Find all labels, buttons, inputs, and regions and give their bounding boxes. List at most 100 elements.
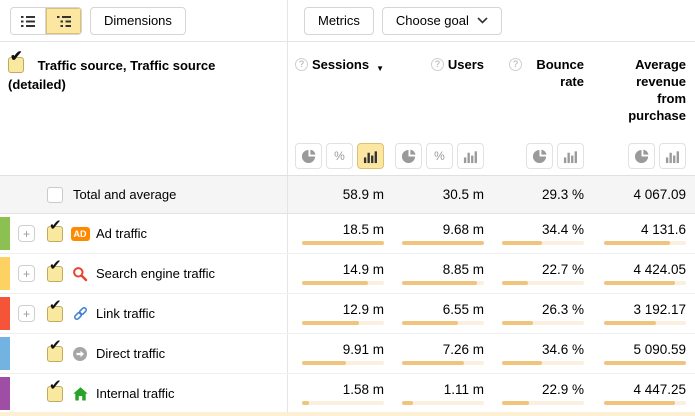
chevron-down-icon — [477, 17, 488, 24]
metric-bar — [302, 241, 384, 245]
pie-chart-icon — [634, 149, 649, 163]
checkmark-icon: ✔ — [49, 336, 62, 354]
bar-chart-icon — [563, 150, 577, 163]
total-label: Total and average — [73, 187, 177, 202]
table-row: ✔ Internal traffic 1.58 m 1.11 m 22.9 % … — [0, 374, 695, 412]
column-header-bounce-rate[interactable]: ? Bounce rate — [492, 56, 584, 90]
users-display-toggles: % — [392, 143, 484, 169]
table-row: + ✔ Search engine traffic 14.9 m 8.85 m … — [0, 254, 695, 294]
percent-toggle[interactable]: % — [326, 143, 353, 169]
row-color-stripe — [0, 377, 10, 410]
metrics-button[interactable]: Metrics — [304, 6, 374, 35]
column-label: Sessions — [311, 57, 370, 72]
bar-chart-toggle[interactable] — [659, 143, 686, 169]
home-icon — [71, 386, 89, 402]
metric-value: 30.5 m — [442, 187, 484, 202]
row-checkbox[interactable]: ✔ — [47, 337, 63, 362]
metric-bar — [502, 281, 584, 285]
pie-chart-toggle[interactable] — [395, 143, 422, 169]
total-checkbox[interactable] — [47, 186, 63, 203]
metric-bar — [302, 321, 384, 325]
column-header-users[interactable]: ? Users — [392, 56, 484, 73]
help-icon[interactable]: ? — [430, 58, 444, 71]
metric-bar — [502, 361, 584, 365]
row-color-stripe — [0, 217, 10, 250]
metric-value: 22.9 % — [541, 382, 584, 397]
plus-icon: + — [22, 306, 30, 321]
pie-chart-icon — [301, 149, 316, 163]
choose-goal-label: Choose goal — [395, 13, 469, 28]
pie-chart-toggle[interactable] — [628, 143, 655, 169]
metric-value: 4 067.09 — [633, 187, 686, 202]
direct-arrow-icon — [71, 346, 89, 362]
total-row: Total and average 58.9 m 30.5 m 29.3 % 4… — [0, 176, 695, 214]
metric-bar — [302, 281, 384, 285]
metric-bar — [502, 321, 584, 325]
bar-chart-toggle[interactable] — [557, 143, 584, 169]
metric-value: 14.9 m — [342, 262, 384, 277]
column-header-sessions[interactable]: ? Sessions ▼ — [288, 56, 384, 77]
link-icon — [71, 306, 89, 322]
pie-chart-icon — [532, 149, 547, 163]
percent-toggle[interactable]: % — [426, 143, 453, 169]
expand-button[interactable]: + — [18, 305, 35, 322]
row-checkbox[interactable]: ✔ — [47, 257, 63, 282]
metric-value: 22.7 % — [541, 262, 584, 277]
row-color-stripe — [0, 337, 10, 370]
row-label: Ad traffic — [96, 226, 148, 241]
pie-chart-icon — [401, 149, 416, 163]
metric-bar — [402, 241, 484, 245]
percent-icon: % — [434, 149, 445, 163]
column-sessions: ? Sessions ▼ % — [288, 42, 392, 175]
row-checkbox[interactable]: ✔ — [47, 377, 63, 402]
row-label: Search engine traffic — [96, 266, 215, 281]
checkmark-icon: ✔ — [49, 296, 62, 314]
list-icon — [21, 15, 35, 27]
metric-bar — [302, 401, 384, 405]
pie-chart-toggle[interactable] — [295, 143, 322, 169]
row-label: Internal traffic — [96, 386, 175, 401]
metric-bar — [604, 321, 686, 325]
view-mode-switch — [10, 6, 82, 35]
help-icon[interactable]: ? — [509, 58, 522, 71]
bar-chart-toggle[interactable] — [357, 143, 384, 169]
metric-value: 4 131.6 — [640, 222, 686, 237]
dimension-checkbox[interactable]: ✔ — [8, 49, 24, 73]
metric-bar — [402, 281, 484, 285]
choose-goal-button[interactable]: Choose goal — [381, 6, 502, 35]
search-icon — [71, 266, 89, 282]
metric-value: 3 192.17 — [633, 302, 686, 317]
bar-chart-icon — [463, 150, 477, 163]
row-color-stripe — [0, 297, 10, 330]
column-bounce-rate: ? Bounce rate — [492, 42, 592, 175]
dimensions-button[interactable]: Dimensions — [90, 6, 186, 35]
metric-value: 12.9 m — [342, 302, 384, 317]
expand-button[interactable]: + — [18, 225, 35, 242]
metric-bar — [604, 241, 686, 245]
bar-chart-icon — [363, 150, 377, 163]
table-row: + ✔ Link traffic 12.9 m 6.55 m 26.3 % 3 … — [0, 294, 695, 334]
metric-bar — [302, 361, 384, 365]
metric-value: 34.4 % — [541, 222, 584, 237]
column-label: Average revenue from purchase — [628, 57, 686, 123]
pie-chart-toggle[interactable] — [526, 143, 553, 169]
row-label: Link traffic — [96, 306, 156, 321]
column-header-avg-revenue[interactable]: Average revenue from purchase — [592, 56, 686, 124]
column-avg-revenue: Average revenue from purchase — [592, 42, 694, 175]
bar-chart-icon — [665, 150, 679, 163]
metric-value: 9.68 m — [442, 222, 484, 237]
tree-view-button[interactable] — [46, 7, 81, 34]
metric-value: 5 090.59 — [633, 342, 686, 357]
help-icon[interactable]: ? — [294, 58, 308, 71]
expand-button[interactable]: + — [18, 265, 35, 282]
row-checkbox[interactable]: ✔ — [47, 297, 63, 322]
table-header: ✔ Traffic source, Traffic source (detail… — [0, 42, 695, 176]
row-checkbox[interactable]: ✔ — [47, 217, 63, 242]
dimension-title: Traffic source, Traffic source (detailed… — [8, 58, 216, 92]
list-view-button[interactable] — [11, 7, 46, 34]
metric-bar — [502, 401, 584, 405]
bar-chart-toggle[interactable] — [457, 143, 484, 169]
metric-bar — [502, 241, 584, 245]
table-row: ✔ Direct traffic 9.91 m 7.26 m 34.6 % 5 … — [0, 334, 695, 374]
metric-bar — [604, 401, 686, 405]
